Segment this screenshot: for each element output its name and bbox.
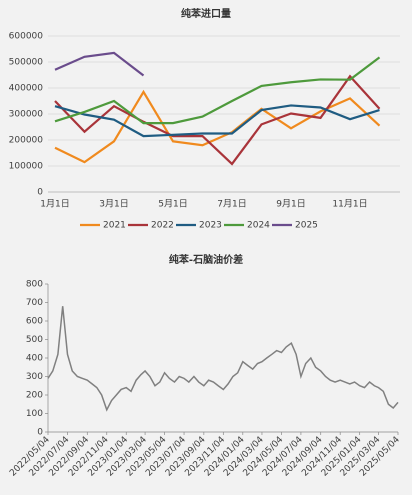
y-tick-label: 300 — [26, 372, 43, 382]
legend-label: 2022 — [151, 221, 174, 231]
y-tick-label: 700 — [26, 298, 43, 308]
legend-label: 2024 — [247, 221, 270, 231]
series-line — [47, 306, 399, 412]
y-tick-label: 400000 — [9, 84, 44, 94]
x-tick-label: 7月1日 — [217, 199, 246, 210]
y-tick-label: 400 — [26, 354, 43, 364]
series-line — [54, 51, 145, 77]
y-tick-label: 0 — [37, 188, 43, 198]
y-tick-label: 600000 — [9, 32, 44, 42]
x-tick-label: 3月1日 — [99, 199, 128, 210]
series-line — [54, 56, 381, 125]
y-tick-label: 100000 — [9, 162, 44, 172]
series-line — [54, 104, 380, 138]
legend-label: 2021 — [103, 221, 126, 231]
legend-label: 2023 — [199, 221, 222, 231]
y-tick-label: 0 — [37, 428, 43, 438]
x-tick-label: 9月1日 — [276, 199, 305, 210]
y-tick-label: 200000 — [9, 136, 44, 146]
chart-title: 纯苯-石脑油价差 — [169, 253, 243, 266]
y-tick-label: 300000 — [9, 110, 44, 120]
x-tick-label: 11月1日 — [332, 199, 367, 210]
y-tick-label: 200 — [26, 391, 43, 401]
y-tick-label: 100 — [26, 409, 43, 419]
y-tick-label: 800 — [26, 280, 43, 290]
y-tick-label: 500000 — [9, 58, 44, 68]
y-tick-label: 600 — [26, 317, 43, 327]
y-tick-label: 500 — [26, 335, 43, 345]
series-line — [54, 74, 381, 166]
x-tick-label: 1月1日 — [40, 199, 69, 210]
x-tick-label: 5月1日 — [158, 199, 187, 210]
chart-title: 纯苯进口量 — [181, 7, 231, 20]
legend-label: 2025 — [295, 221, 318, 231]
